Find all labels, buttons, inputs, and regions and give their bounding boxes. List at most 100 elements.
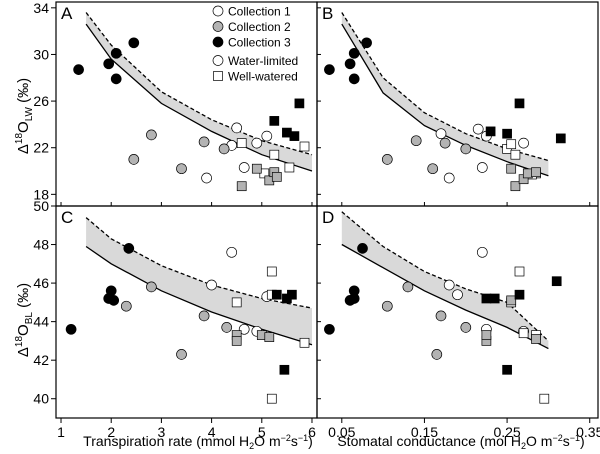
data-point [348, 293, 360, 304]
legend-label: Collection 3 [228, 36, 291, 50]
data-point [439, 137, 451, 149]
x-tick-label: 6 [308, 424, 316, 440]
data-point [251, 137, 263, 149]
data-point [289, 131, 300, 141]
legend-label: Well-watered [228, 70, 298, 84]
data-point [201, 172, 212, 184]
panel-label: C [61, 208, 73, 227]
legend-marker-collection-3 [212, 36, 224, 48]
data-point [555, 133, 566, 144]
y-axis-label-bottom: Δ18OBL (‰) [14, 283, 35, 357]
data-point [510, 181, 521, 192]
data-point [236, 181, 247, 192]
data-point [324, 64, 335, 75]
data-point [506, 139, 517, 150]
data-point [506, 295, 517, 306]
data-point [238, 323, 250, 335]
x-axis-label-right: Stomatal conductance (mol H2O m−2s−1) [337, 433, 584, 451]
y-tick-label: 18 [33, 186, 49, 202]
data-point [514, 289, 525, 300]
data-point [481, 330, 492, 340]
x-tick-label: 5 [258, 424, 266, 440]
data-point [198, 310, 210, 322]
data-point [324, 323, 335, 335]
panel-C: C 40 42 44 46 48 50 1 2 3 4 5 6 [33, 198, 318, 440]
data-point [146, 281, 157, 293]
data-point [146, 129, 157, 141]
data-point [435, 128, 447, 140]
data-point [472, 123, 484, 135]
data-point [443, 279, 455, 291]
x-tick-label: 1 [57, 424, 65, 440]
data-point [381, 300, 393, 312]
data-point [266, 266, 277, 277]
data-point [128, 154, 140, 165]
data-point [198, 136, 210, 148]
data-point [502, 364, 512, 375]
legend-marker-collection-1 [212, 5, 224, 17]
panel-label: B [322, 4, 333, 23]
data-point [73, 64, 84, 75]
model-band [86, 12, 312, 171]
data-point [348, 47, 360, 59]
y-tick-label: 26 [33, 93, 49, 109]
data-point [518, 137, 529, 149]
legend-marker-collection-2 [212, 21, 224, 32]
data-point [206, 279, 217, 291]
data-point [348, 73, 360, 85]
data-point [506, 163, 517, 174]
legend-label: Water-limited [228, 54, 298, 68]
panel-label: A [61, 4, 73, 23]
legend-marker-well-watered [213, 71, 223, 81]
data-point [344, 58, 356, 70]
data-point [269, 149, 280, 160]
data-point [176, 349, 187, 360]
y-axis-label-top: Δ18OLW (‰) [14, 78, 35, 154]
data-point [361, 37, 372, 49]
model-curve-solid [341, 243, 549, 350]
data-point [218, 143, 230, 155]
data-point [231, 336, 242, 346]
data-point [284, 162, 295, 173]
data-point [65, 323, 77, 335]
y-tick-label: 40 [33, 391, 49, 407]
data-point [551, 276, 562, 287]
data-point [531, 334, 541, 344]
data-point [108, 295, 120, 306]
x-tick-label: 0.15 [411, 424, 438, 440]
data-point [266, 393, 277, 404]
data-point [287, 289, 297, 300]
y-tick-label: 46 [33, 275, 49, 291]
data-point [531, 167, 541, 178]
data-point [522, 168, 533, 179]
data-point [510, 149, 521, 160]
data-point [236, 138, 247, 148]
panel-label: D [322, 208, 334, 227]
model-curve-dashed [85, 12, 313, 156]
data-point [261, 130, 273, 142]
data-point [514, 266, 525, 277]
x-tick-label: 0.05 [328, 424, 355, 440]
data-point [176, 163, 187, 175]
data-point [518, 328, 529, 339]
data-point [431, 349, 443, 360]
data-point [271, 172, 282, 182]
data-point [271, 289, 282, 300]
panel-frame [316, 205, 599, 419]
data-point [460, 143, 472, 155]
data-point [502, 128, 512, 139]
data-point [105, 285, 117, 297]
y-tick-label: 50 [33, 198, 49, 214]
data-point [264, 332, 275, 342]
legend-label: Collection 1 [228, 5, 291, 19]
data-point [460, 322, 472, 333]
model-band [86, 217, 312, 345]
data-point [410, 135, 422, 147]
data-point [443, 172, 455, 184]
legend-label: Collection 2 [228, 20, 291, 34]
panel-frame [316, 1, 599, 207]
model-curve-dashed [341, 211, 549, 342]
legend-marker-water-limited [212, 55, 224, 66]
